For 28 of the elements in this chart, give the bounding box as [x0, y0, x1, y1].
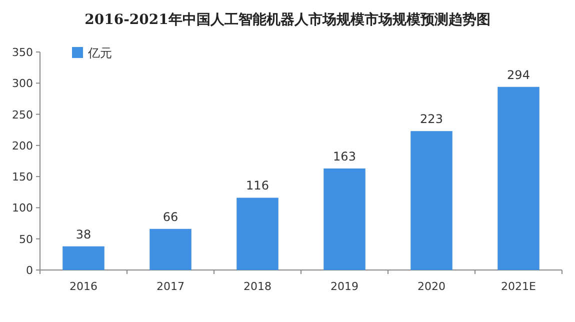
x-tick-label: 2017 — [156, 280, 184, 293]
y-tick-label: 100 — [12, 202, 33, 215]
bar — [410, 131, 452, 270]
x-tick-label: 2018 — [244, 280, 272, 293]
bar — [236, 198, 278, 270]
bar — [62, 246, 104, 270]
y-tick-label: 200 — [12, 139, 33, 152]
bar — [324, 168, 366, 270]
bar — [498, 86, 540, 270]
data-label: 38 — [76, 227, 92, 242]
y-tick-label: 0 — [26, 264, 33, 277]
data-label: 116 — [246, 178, 269, 193]
chart-title: 2016-2021年中国人工智能机器人市场规模市场规模预测趋势图 — [84, 11, 490, 28]
y-tick-label: 300 — [12, 77, 33, 90]
bar — [150, 228, 192, 270]
y-tick-label: 250 — [12, 108, 33, 122]
data-label: 66 — [162, 210, 178, 224]
legend-label: 亿元 — [87, 46, 112, 60]
data-label: 163 — [333, 149, 356, 164]
y-tick-label: 350 — [12, 46, 33, 59]
y-tick-label: 150 — [12, 170, 33, 184]
x-tick-label: 2019 — [330, 280, 358, 293]
y-tick-label: 50 — [19, 232, 33, 246]
x-tick-label: 2016 — [70, 280, 98, 293]
data-label: 223 — [420, 112, 443, 126]
data-label: 294 — [507, 68, 530, 82]
x-tick-label: 2020 — [418, 280, 446, 293]
x-tick-label: 2021E — [501, 280, 536, 293]
